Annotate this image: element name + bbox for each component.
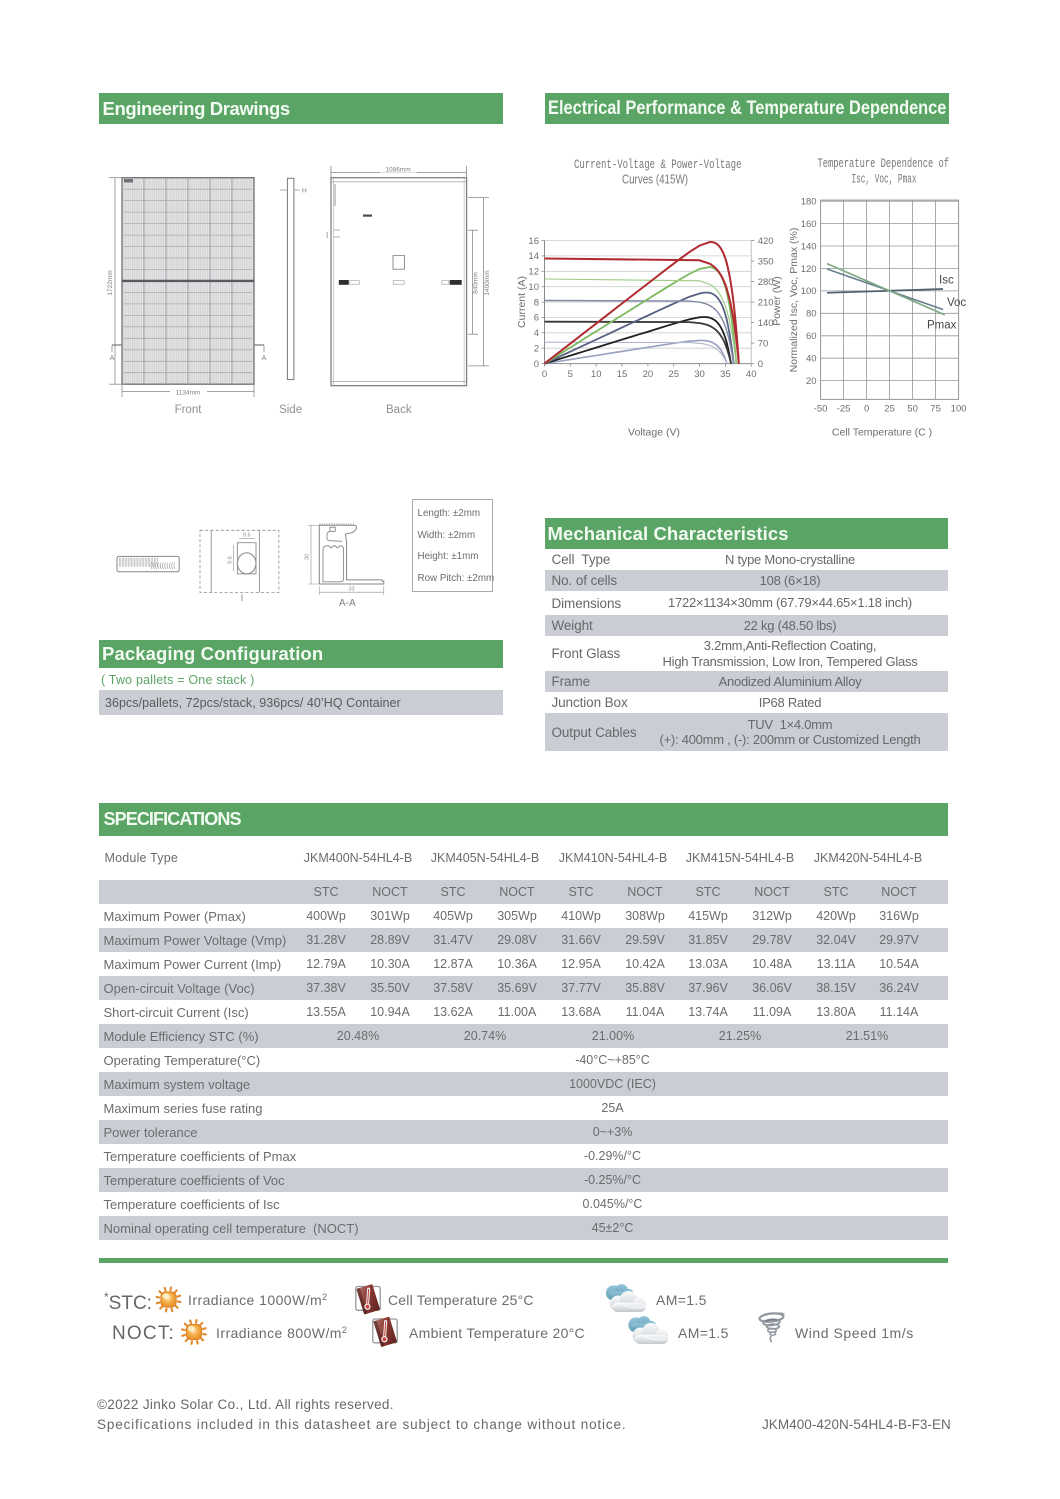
svg-text:25: 25 (884, 404, 895, 415)
svg-text:Voc: Voc (947, 297, 966, 309)
svg-text:30: 30 (305, 554, 311, 560)
svg-text:H: H (302, 188, 307, 195)
svg-text:33: 33 (348, 587, 354, 593)
svg-text:Current-Voltage & Power-Voltag: Current-Voltage & Power-Voltage (574, 158, 742, 172)
svg-text:50: 50 (907, 404, 918, 415)
svg-text:1722mm: 1722mm (107, 270, 114, 295)
svg-text:0: 0 (758, 359, 763, 370)
svg-text:10: 10 (528, 282, 539, 293)
svg-text:9.6: 9.6 (243, 533, 251, 539)
svg-text:280: 280 (758, 277, 774, 288)
svg-text:Isc: Isc (939, 275, 954, 287)
svg-text:25: 25 (668, 369, 679, 380)
svg-text:Power (W): Power (W) (771, 276, 783, 326)
svg-text:160: 160 (801, 219, 817, 230)
svg-text:14: 14 (528, 251, 539, 262)
svg-text:Curves (415W): Curves (415W) (622, 173, 688, 187)
svg-text:210: 210 (758, 297, 774, 308)
svg-text:0: 0 (534, 359, 539, 370)
svg-text:Current (A): Current (A) (516, 276, 528, 328)
svg-text:120: 120 (801, 264, 817, 275)
svg-text:1086mm: 1086mm (385, 166, 410, 173)
svg-text:Temperature Dependence of: Temperature Dependence of (818, 157, 950, 171)
svg-text:4: 4 (534, 328, 539, 339)
svg-text:Cell Temperature (C ): Cell Temperature (C ) (832, 427, 932, 439)
svg-text:6: 6 (534, 313, 539, 324)
svg-text:16: 16 (528, 236, 539, 247)
svg-text:A: A (110, 355, 115, 362)
svg-text:15: 15 (617, 369, 628, 380)
svg-text:Isc, Voc, Pmax: Isc, Voc, Pmax (852, 173, 917, 187)
svg-text:I: I (241, 593, 244, 603)
svg-text:840mm: 840mm (473, 272, 480, 294)
svg-text:420: 420 (758, 236, 774, 247)
svg-text:30: 30 (694, 369, 705, 380)
svg-text:12: 12 (528, 267, 539, 278)
svg-text:5: 5 (568, 369, 573, 380)
svg-text:2: 2 (534, 344, 539, 355)
svg-text:140: 140 (758, 318, 774, 329)
svg-text:0: 0 (864, 404, 869, 415)
svg-text:9.6: 9.6 (228, 556, 234, 564)
svg-text:Pmax: Pmax (927, 320, 957, 332)
svg-text:60: 60 (806, 331, 817, 342)
svg-text:40: 40 (806, 354, 817, 365)
svg-text:75: 75 (930, 404, 941, 415)
svg-text:40: 40 (746, 369, 757, 380)
svg-text:1400mm: 1400mm (484, 270, 491, 295)
svg-text:0: 0 (542, 369, 547, 380)
svg-text:Back: Back (386, 404, 412, 416)
svg-text:A-A: A-A (339, 598, 356, 609)
svg-text:-25: -25 (837, 404, 851, 415)
svg-text:20: 20 (806, 376, 817, 387)
svg-text:I: I (326, 231, 328, 240)
svg-text:Side: Side (279, 404, 302, 416)
svg-text:140: 140 (801, 241, 817, 252)
svg-text:35: 35 (720, 369, 731, 380)
svg-text:100: 100 (801, 286, 817, 297)
svg-text:Voltage (V): Voltage (V) (628, 427, 680, 439)
svg-text:8: 8 (534, 297, 539, 308)
svg-text:70: 70 (758, 338, 769, 349)
svg-text:A: A (262, 355, 267, 362)
svg-text:350: 350 (758, 256, 774, 267)
svg-text:180: 180 (801, 197, 817, 208)
svg-text:10: 10 (591, 369, 602, 380)
svg-text:100: 100 (951, 404, 967, 415)
svg-text:Normalized Isc, Voc, Pmax (%): Normalized Isc, Voc, Pmax (%) (788, 228, 800, 373)
svg-text:1134mm: 1134mm (176, 390, 201, 397)
svg-text:20: 20 (643, 369, 654, 380)
svg-text:-50: -50 (814, 404, 828, 415)
svg-text:80: 80 (806, 309, 817, 320)
svg-text:Front: Front (175, 404, 203, 416)
